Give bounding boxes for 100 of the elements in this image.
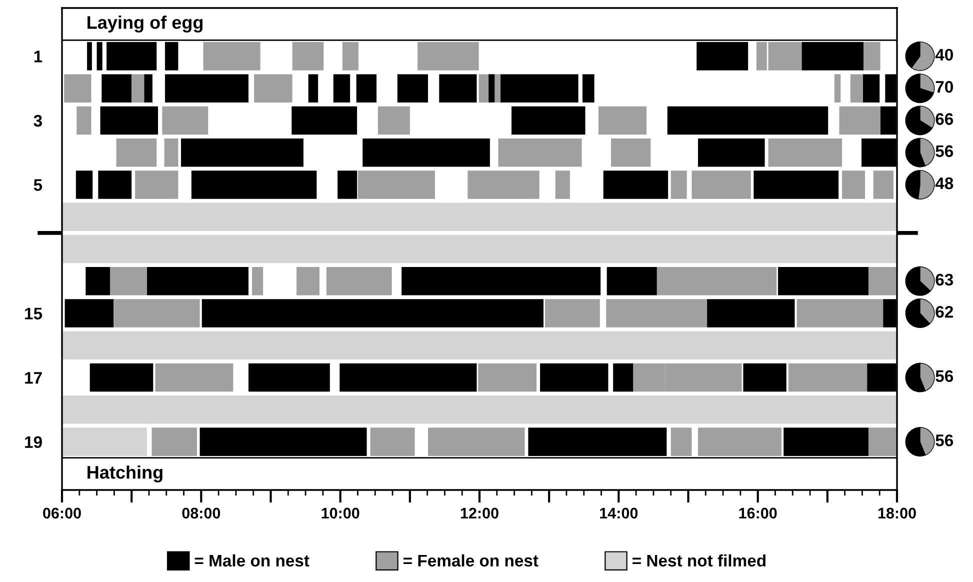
bar — [603, 170, 668, 199]
bar — [164, 74, 248, 102]
bar — [102, 74, 132, 102]
bar — [292, 106, 358, 135]
bar — [494, 74, 500, 102]
text: 56 — [936, 370, 954, 382]
text: 62 — [936, 306, 953, 318]
bar — [768, 138, 842, 167]
bar — [862, 74, 880, 102]
bar — [606, 266, 657, 296]
bar — [606, 299, 708, 328]
bar — [428, 428, 525, 456]
bar — [611, 138, 651, 167]
bar — [707, 299, 795, 328]
bar — [333, 74, 350, 102]
bar — [144, 74, 152, 102]
bar — [754, 170, 839, 199]
bar — [62, 428, 147, 456]
bar — [248, 363, 330, 392]
bar — [439, 74, 477, 102]
x-tick-label: 06:00 — [43, 508, 81, 519]
bar — [254, 74, 292, 102]
bar — [873, 170, 894, 199]
y-tick-label: 17 — [25, 372, 42, 384]
bar — [582, 74, 594, 102]
bar — [358, 170, 435, 199]
bar — [402, 266, 601, 296]
bar — [116, 138, 157, 167]
bar — [340, 363, 477, 392]
bar — [544, 299, 600, 328]
bar — [292, 42, 324, 70]
x-tick-label: 14:00 — [600, 508, 638, 519]
bar — [796, 299, 884, 328]
bar — [132, 74, 144, 102]
x-tick-label: 18:00 — [878, 508, 916, 519]
bar — [418, 42, 479, 70]
bar — [498, 138, 582, 167]
bar — [362, 138, 490, 167]
x-tick-label: 10:00 — [322, 508, 360, 519]
bar — [555, 170, 570, 199]
bar — [180, 138, 304, 167]
bar — [613, 363, 634, 392]
text: 56 — [936, 434, 954, 446]
bar — [90, 363, 154, 392]
x-tick-label: 16:00 — [739, 508, 777, 519]
bar — [864, 42, 880, 70]
bar — [135, 170, 178, 199]
bar — [698, 138, 765, 167]
pie-slice — [905, 74, 934, 104]
bar — [98, 170, 132, 199]
bar — [868, 266, 896, 296]
bar — [308, 74, 318, 102]
bar — [342, 42, 358, 70]
bar — [62, 202, 897, 232]
bar — [488, 74, 495, 102]
bar — [76, 106, 92, 135]
bar — [146, 266, 248, 296]
y-tick-label: 1 — [34, 50, 42, 62]
bar — [202, 299, 544, 328]
bar — [203, 42, 260, 70]
text: 40 — [935, 48, 953, 61]
bar — [468, 170, 540, 199]
legend-label: = Female on nest — [404, 554, 538, 567]
text: 66 — [936, 113, 954, 125]
bar — [338, 170, 358, 199]
bar — [850, 74, 863, 102]
bar — [164, 138, 178, 167]
text: 56 — [936, 145, 954, 158]
bar — [478, 74, 489, 102]
bar — [64, 299, 114, 328]
bar — [670, 428, 692, 456]
bar — [670, 170, 687, 199]
pie-slice — [905, 106, 933, 136]
bar — [868, 428, 896, 456]
bar — [743, 363, 786, 392]
bar — [370, 428, 415, 456]
bar — [356, 74, 377, 102]
bar — [842, 170, 865, 199]
pie-slice — [905, 298, 930, 328]
bar — [110, 266, 147, 296]
bar — [540, 363, 608, 392]
bar — [100, 106, 158, 135]
x-tick-label: 12:00 — [460, 508, 498, 519]
bar — [478, 363, 537, 392]
legend-label: = Male on nest — [194, 554, 310, 567]
text: 48 — [935, 177, 954, 190]
pie-slice — [905, 266, 931, 296]
bar — [62, 331, 897, 360]
bar — [778, 266, 868, 296]
bar — [62, 396, 897, 424]
bar — [378, 106, 410, 135]
y-tick-label: 19 — [25, 436, 42, 448]
bar — [656, 266, 777, 296]
bar — [64, 74, 92, 102]
text: 70 — [936, 81, 953, 93]
legend-label: = Nest not filmed — [632, 554, 766, 567]
bar — [397, 74, 428, 102]
bar — [76, 170, 93, 199]
bar — [152, 428, 197, 456]
bar — [598, 106, 646, 135]
